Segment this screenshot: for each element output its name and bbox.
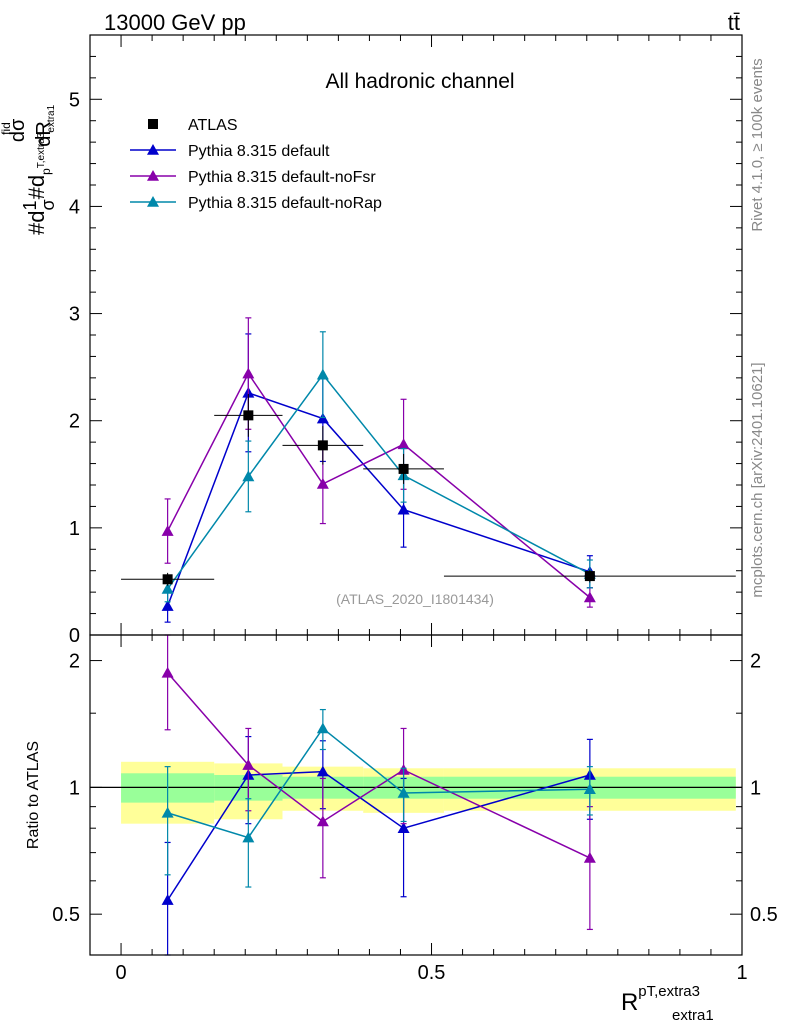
legend: ATLAS Pythia 8.315 default Pythia 8.315 de… [130,117,382,212]
legend-item-2: Pythia 8.315 default-noRap [130,195,382,212]
ratio-ytick-label: 2 [69,651,80,673]
main-ytick-label: 3 [69,304,80,326]
ratio-point [242,831,255,843]
atlas-data [121,393,736,586]
legend-marker [147,196,159,207]
main-series-line-1 [166,372,591,599]
legend-marker [147,144,159,155]
main-point [242,367,255,379]
ratio-point [583,783,596,795]
atlas-point [317,440,328,451]
ylabel-sup: fid [0,122,13,135]
legend-item-1: Pythia 8.315 default-noFsr [130,169,376,186]
legend-item-atlas: ATLAS [148,117,238,134]
ylabel-sub-b: T,extra3 [36,132,47,168]
ratio-panel: Ratio to ATLAS 0.5 0.5 1 1 2 2 0 0.5 1 RpT,extra… [25,634,778,1024]
legend-item-0: Pythia 8.315 default [130,143,330,160]
xlabel-sub: extra1 [672,1007,714,1024]
ylabel-sub-c: extra1 [46,104,57,132]
ratio-point [397,822,410,833]
legend-label: Pythia 8.315 default-noRap [188,195,382,212]
ratio-point [316,722,329,734]
ratio-point [316,765,329,777]
svg-text:RpT,extra3: RpT,extra3 [621,983,700,1016]
source-label: mcplots.cern.ch [arXiv:2401.10621] [749,362,766,597]
ylabel-frac2-num: dσ [7,118,29,142]
main-series-0 [161,333,596,623]
ylabel-prefix: #d [24,211,49,235]
process-label: tt̄ [728,10,740,35]
energy-label: 13000 GeV pp [104,10,246,35]
legend-label: Pythia 8.315 default [188,143,330,160]
rivet-label: Rivet 4.1.0, ≥ 100k events [749,58,766,231]
ratio-point [161,894,174,905]
legend-marker [147,170,159,181]
ratio-point [242,759,255,770]
main-ytick-label: 2 [69,411,80,433]
main-ytick-label: 0 [69,625,80,647]
watermark: (ATLAS_2020_I1801434) [336,591,494,607]
xlabel-sup: pT,extra3 [638,983,700,1000]
main-panel: #d1σ#dpT,extra3extra1fiddσ dR All hadroni… [0,34,743,647]
main-y-axis-label: #d1σ#dpT,extra3extra1fiddσ dR [0,104,58,235]
x-axis-label: RpT,extra3 extra1 [621,983,714,1024]
ratio-point [161,666,174,678]
ratio-series-2 [161,708,596,888]
main-point [161,600,174,611]
ratio-ytick-label: 0.5 [52,904,80,926]
main-point [316,477,329,489]
ratio-point [397,786,410,798]
ratio-ytick-label-right: 1 [750,777,761,799]
ratio-ytick-label-right: 2 [750,651,761,673]
ratio-y-axis-label: Ratio to ATLAS [25,741,42,849]
atlas-point [243,410,254,421]
main-point [397,438,410,450]
main-title: All hadronic channel [325,70,514,93]
main-point [242,470,255,482]
ylabel-frac1-num: 1 [20,201,40,211]
main-ytick-label: 5 [69,89,80,111]
main-point [161,525,174,536]
main-point [316,368,329,380]
legend-label: Pythia 8.315 default-noFsr [188,169,376,186]
main-point [397,503,410,515]
ratio-ytick-label: 1 [69,777,80,799]
legend-marker [148,119,158,129]
ratio-ytick-label-right: 0.5 [750,904,778,926]
xlabel-base: R [621,989,638,1016]
main-point [583,591,596,603]
ratio-point [161,806,174,818]
main-series-1 [161,317,596,608]
ratio-frame [89,634,743,956]
ratio-xtick-label: 0 [115,962,126,984]
legend-label: ATLAS [188,117,238,134]
ylabel-frac1-den: σ [38,199,58,210]
ratio-xtick-label: 0.5 [418,962,446,984]
ylabel-frac2-den: dR [33,121,55,147]
atlas-point [162,574,173,585]
ylabel-mid: #d [24,175,49,199]
atlas-point [398,463,409,474]
ratio-point [316,815,329,827]
ratio-xtick-label: 1 [736,962,747,984]
atlas-point [584,571,595,582]
ratio-point [583,851,596,863]
main-series-2 [161,331,596,603]
main-point [161,582,174,594]
ylabel-sub-a: p [39,168,53,175]
main-ytick-label: 1 [69,518,80,540]
main-ytick-label: 4 [69,196,80,218]
